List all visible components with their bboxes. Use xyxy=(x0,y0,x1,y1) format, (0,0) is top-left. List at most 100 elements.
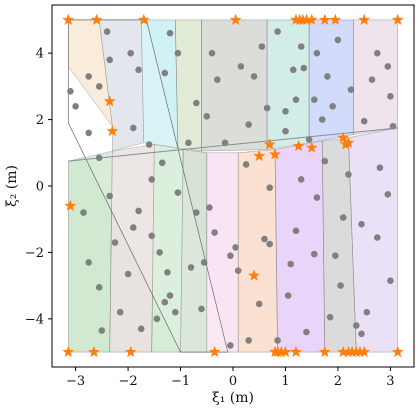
data-point xyxy=(374,49,381,57)
data-point xyxy=(261,235,268,243)
star-marker xyxy=(208,345,221,358)
data-point xyxy=(237,63,245,70)
star-marker xyxy=(337,345,350,358)
region-16 xyxy=(308,19,355,144)
data-point xyxy=(95,154,103,162)
data-point xyxy=(67,88,74,95)
data-point xyxy=(161,298,169,306)
data-point xyxy=(106,192,113,200)
data-point xyxy=(161,69,169,77)
data-point xyxy=(124,270,132,278)
data-point xyxy=(185,139,192,147)
data-point xyxy=(98,327,106,334)
data-point xyxy=(318,116,326,123)
data-point xyxy=(339,214,347,221)
data-point xyxy=(174,49,182,57)
data-point xyxy=(332,252,339,259)
star-marker xyxy=(292,139,305,152)
data-point xyxy=(274,28,281,35)
data-point xyxy=(250,73,258,80)
data-point xyxy=(255,300,263,308)
data-point xyxy=(263,104,271,112)
data-point xyxy=(347,86,355,93)
x-axis-label: ξ₁ (m) xyxy=(212,390,254,406)
data-point xyxy=(300,64,308,72)
star-marker xyxy=(124,345,137,358)
data-point xyxy=(153,315,161,323)
data-point xyxy=(324,73,331,80)
data-point xyxy=(313,49,321,57)
y-tick-label: 2 xyxy=(36,113,44,128)
data-point xyxy=(337,282,344,289)
star-marker xyxy=(339,138,352,150)
data-point xyxy=(274,337,281,344)
data-point xyxy=(387,277,394,285)
star-marker xyxy=(279,345,292,358)
data-point xyxy=(85,73,92,80)
star-marker xyxy=(263,138,276,150)
data-point xyxy=(282,108,289,115)
data-point xyxy=(208,49,216,57)
data-point xyxy=(198,305,205,313)
data-point xyxy=(384,63,392,70)
region-13 xyxy=(174,19,202,152)
data-point xyxy=(245,337,252,344)
data-point xyxy=(103,28,111,35)
data-point xyxy=(290,66,297,74)
data-point xyxy=(266,184,274,191)
data-point xyxy=(292,96,300,103)
data-point xyxy=(137,325,145,333)
data-point xyxy=(227,252,234,259)
data-point xyxy=(130,124,137,132)
data-point xyxy=(80,209,87,216)
data-point xyxy=(135,207,142,215)
data-point xyxy=(345,171,352,178)
data-point xyxy=(234,267,242,275)
data-point xyxy=(311,96,318,103)
data-point xyxy=(203,113,211,120)
data-point xyxy=(353,322,360,329)
data-point xyxy=(303,328,310,336)
data-point xyxy=(313,194,321,201)
data-point xyxy=(164,269,171,276)
data-point xyxy=(85,259,92,266)
data-point xyxy=(72,103,79,110)
data-point xyxy=(211,229,218,236)
star-marker xyxy=(90,13,103,25)
region-17 xyxy=(353,19,399,135)
star-marker xyxy=(103,95,116,107)
y-tick-label: 4 xyxy=(36,47,44,62)
star-marker xyxy=(62,345,75,358)
star-marker xyxy=(337,131,350,143)
data-point xyxy=(148,232,155,240)
data-point xyxy=(242,161,250,168)
star-marker xyxy=(391,13,404,25)
data-point xyxy=(200,259,208,266)
y-tick-label: −4 xyxy=(25,312,44,327)
star-marker xyxy=(88,345,100,358)
data-point xyxy=(292,227,300,235)
data-point xyxy=(387,93,394,100)
data-point xyxy=(187,264,195,271)
star-marker xyxy=(106,125,119,137)
data-point xyxy=(166,29,174,37)
star-marker xyxy=(358,345,371,358)
data-point xyxy=(214,76,221,83)
data-point xyxy=(172,308,179,316)
y-axis-label: ξ₂ (m) xyxy=(4,165,20,207)
star-marker xyxy=(253,149,266,162)
data-point xyxy=(360,117,368,125)
star-marker xyxy=(300,13,313,25)
data-point xyxy=(116,308,124,316)
region-layer xyxy=(68,19,399,353)
data-point xyxy=(193,209,200,216)
data-point xyxy=(376,164,384,171)
data-point xyxy=(166,292,174,299)
star-marker xyxy=(305,141,318,153)
data-point xyxy=(334,36,342,44)
data-point xyxy=(127,49,134,57)
x-tick-label: 3 xyxy=(386,374,394,389)
star-marker xyxy=(305,13,318,25)
data-point xyxy=(266,240,274,248)
